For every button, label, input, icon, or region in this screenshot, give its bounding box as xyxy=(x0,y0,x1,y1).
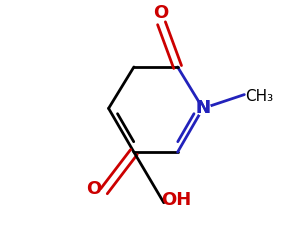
Text: N: N xyxy=(195,99,210,117)
Text: O: O xyxy=(86,180,101,198)
Text: O: O xyxy=(153,4,168,22)
Text: N: N xyxy=(195,99,210,117)
Text: CH₃: CH₃ xyxy=(245,89,274,104)
Text: OH: OH xyxy=(161,192,192,210)
